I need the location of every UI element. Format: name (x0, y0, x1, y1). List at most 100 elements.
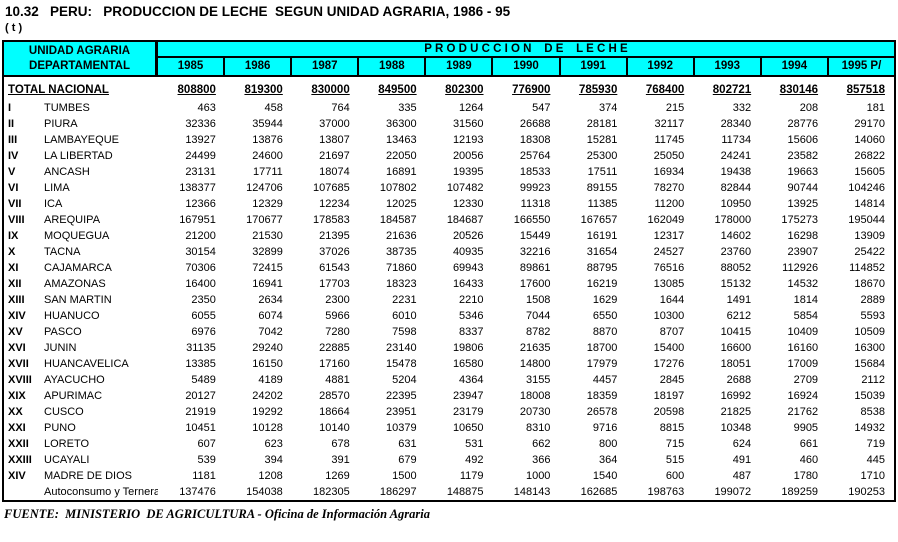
value-cell: 162049 (647, 214, 685, 226)
value-cell: 19806 (452, 342, 484, 354)
value-cell: 18533 (519, 166, 551, 178)
region-name: AREQUIPA (44, 214, 101, 226)
region-roman-numeral: XII (8, 278, 22, 290)
value-cell: 114852 (849, 262, 885, 274)
value-cell: 78270 (653, 182, 685, 194)
stub-header: UNIDAD AGRARIA DEPARTAMENTAL (4, 42, 158, 75)
value-cell: 20598 (653, 406, 685, 418)
value-cell: 112926 (782, 262, 819, 274)
value-cell: 531 (465, 438, 484, 450)
value-cell: 8815 (659, 422, 685, 434)
value-cell: 492 (465, 454, 484, 466)
value-cell: 166550 (513, 214, 551, 226)
value-cell: 13085 (653, 278, 685, 290)
value-cell: 1508 (525, 294, 551, 306)
total-value-cell: 785930 (578, 83, 618, 96)
value-cell: 17979 (586, 358, 618, 370)
region-name: LORETO (44, 438, 90, 450)
value-cell: 719 (866, 438, 885, 450)
value-cell: 600 (665, 470, 685, 482)
value-cell: 208 (799, 102, 819, 114)
value-cell: 17711 (253, 166, 283, 178)
value-cell: 6976 (191, 326, 216, 338)
value-cell: 30154 (185, 246, 216, 258)
year-column-header: 1988 (357, 58, 424, 75)
region-name: UCAYALI (44, 454, 90, 466)
value-cell: 5854 (793, 310, 819, 322)
value-cell: 16219 (586, 278, 618, 290)
value-cell: 7598 (392, 326, 417, 338)
value-cell: 17703 (319, 278, 350, 290)
value-cell: 37026 (319, 246, 350, 258)
value-cell: 23760 (720, 246, 752, 258)
total-value-cell: 768400 (645, 83, 685, 96)
region-name: ANCASH (44, 166, 90, 178)
region-name: HUANUCO (44, 310, 100, 322)
value-cell: 89155 (586, 182, 618, 194)
value-cell: 445 (866, 454, 885, 466)
value-cell: 21697 (319, 150, 350, 162)
value-cell: 16300 (854, 342, 885, 354)
value-cell: 184687 (446, 214, 484, 226)
value-cell: 148875 (446, 486, 484, 498)
value-cell: 8870 (592, 326, 618, 338)
value-cell: 13876 (252, 134, 283, 146)
value-cell: 16580 (452, 358, 484, 370)
value-cell: 16400 (185, 278, 216, 290)
value-cell: 12330 (452, 198, 484, 210)
value-cell: 13925 (787, 198, 819, 210)
value-cell: 31560 (452, 118, 484, 130)
value-cell: 13807 (319, 134, 350, 146)
value-cell: 21395 (319, 230, 350, 242)
region-name: HUANCAVELICA (44, 358, 129, 370)
region-roman-numeral: XXII (8, 438, 29, 450)
value-cell: 28776 (787, 118, 819, 130)
value-cell: 21530 (252, 230, 283, 242)
value-cell: 14060 (854, 134, 885, 146)
value-cell: 21200 (185, 230, 216, 242)
year-column-header: 1986 (223, 58, 290, 75)
value-cell: 19292 (252, 406, 283, 418)
value-cell: 15039 (854, 390, 885, 402)
value-cell: 1000 (525, 470, 551, 482)
value-cell: 107685 (313, 182, 350, 194)
value-cell: 21825 (720, 406, 752, 418)
value-cell: 16150 (252, 358, 283, 370)
value-cell: 12193 (452, 134, 484, 146)
region-roman-numeral: XXI (8, 422, 26, 434)
table-row: XVIII AYACUCHO 5489 4189 4881 5204 4364 3155 445… (4, 372, 894, 388)
value-cell: 6055 (191, 310, 216, 322)
value-cell: 2845 (659, 374, 685, 386)
value-cell: 16992 (720, 390, 752, 402)
value-cell: 17600 (519, 278, 551, 290)
region-roman-numeral: IX (8, 230, 19, 242)
value-cell: 15478 (386, 358, 417, 370)
value-cell: 178000 (714, 214, 752, 226)
value-cell: 13385 (185, 358, 216, 370)
total-value-cell: 830146 (779, 83, 819, 96)
value-cell: 88795 (586, 262, 618, 274)
value-cell: 21919 (185, 406, 216, 418)
value-cell: 391 (331, 454, 350, 466)
value-cell: 15449 (519, 230, 551, 242)
value-cell: 19663 (787, 166, 819, 178)
value-cell: 2889 (860, 294, 885, 306)
value-cell: 12025 (386, 198, 417, 210)
region-name: ICA (44, 198, 63, 210)
value-cell: 800 (598, 438, 618, 450)
total-value-cell: 802300 (445, 83, 484, 96)
value-cell: 6550 (592, 310, 618, 322)
value-cell: 215 (665, 102, 685, 114)
value-cell: 22885 (319, 342, 350, 354)
value-cell: 29240 (252, 342, 283, 354)
region-roman-numeral: III (8, 134, 18, 146)
region-roman-numeral: IV (8, 150, 19, 162)
total-value-cell: 802721 (712, 83, 752, 96)
value-cell: 1710 (860, 470, 885, 482)
value-cell: 8337 (459, 326, 484, 338)
year-column-header: 1990 (491, 58, 558, 75)
value-cell: 16160 (787, 342, 819, 354)
value-cell: 184587 (379, 214, 417, 226)
value-cell: 2231 (392, 294, 417, 306)
year-column-header: 1993 (692, 58, 760, 75)
